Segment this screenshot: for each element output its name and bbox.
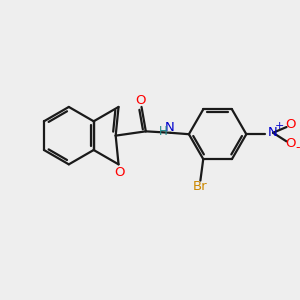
- Text: N: N: [268, 126, 278, 139]
- Text: N: N: [165, 121, 175, 134]
- Text: O: O: [114, 166, 125, 179]
- Text: O: O: [286, 137, 296, 150]
- Text: Br: Br: [193, 180, 208, 194]
- Text: O: O: [286, 118, 296, 131]
- Text: +: +: [274, 122, 284, 131]
- Text: H: H: [159, 125, 168, 138]
- Text: -: -: [295, 141, 299, 154]
- Text: O: O: [135, 94, 145, 107]
